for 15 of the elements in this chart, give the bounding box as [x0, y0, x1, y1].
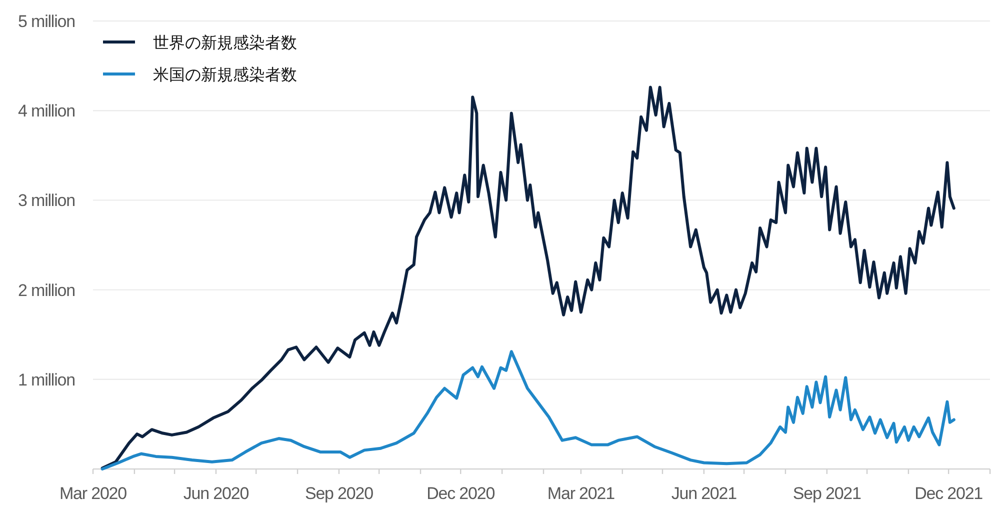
y-tick-label: 1 million	[18, 370, 76, 390]
y-tick-label: 2 million	[18, 280, 76, 300]
x-tick-label: Jun 2021	[671, 484, 737, 503]
y-tick-label: 5 million	[18, 12, 76, 31]
y-tick-label: 3 million	[18, 191, 76, 210]
legend-label: 世界の新規感染者数	[153, 34, 297, 52]
x-tick-label: Mar 2020	[59, 484, 127, 503]
y-tick-label: 4 million	[18, 102, 76, 121]
x-tick-label: Sep 2020	[304, 484, 374, 503]
x-tick-label: Dec 2020	[426, 484, 495, 503]
x-tick-label: Sep 2021	[792, 484, 862, 503]
legend-label: 米国の新規感染者数	[153, 66, 297, 84]
x-tick-label: Dec 2021	[914, 484, 983, 503]
x-tick-label: Mar 2021	[547, 484, 615, 503]
x-tick-label: Jun 2020	[183, 484, 249, 503]
